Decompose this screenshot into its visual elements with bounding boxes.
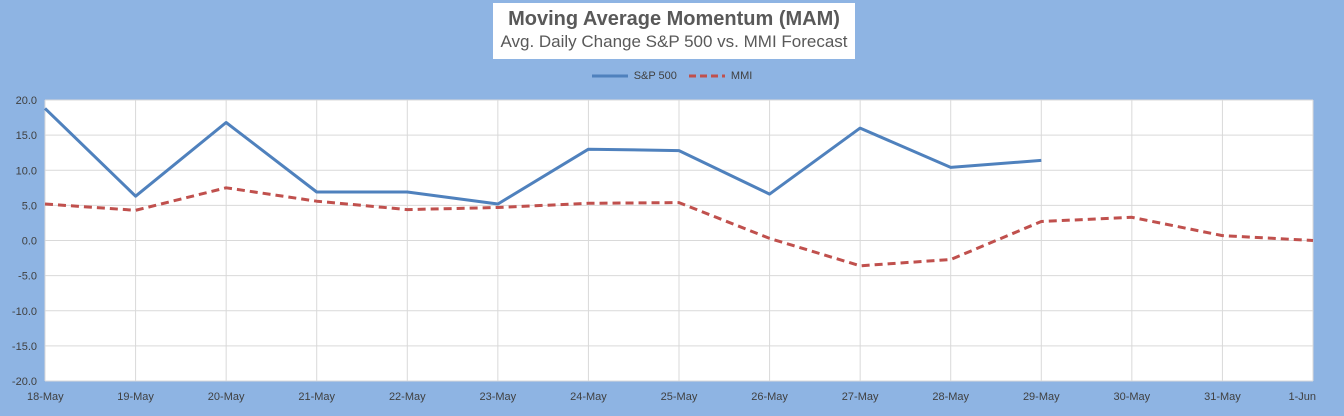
series-line-mmi [44, 186, 1314, 268]
x-tick-label: 29-May [1023, 391, 1060, 403]
y-tick-label: -20.0 [12, 376, 37, 388]
legend: S&P 500 MMI [0, 70, 1344, 82]
y-tick-label: 0.0 [22, 236, 37, 248]
y-tick-label: 15.0 [16, 130, 37, 142]
x-tick-label: 28-May [932, 391, 969, 403]
x-axis-ticks: 18-May 19-May 20-May 21-May 22-May 23-May 24-M… [27, 391, 1316, 403]
x-tick-label: 23-May [480, 391, 517, 403]
legend-item-sp500: S&P 500 [591, 70, 677, 82]
x-tick-label: 26-May [751, 391, 788, 403]
legend-swatch-mmi [688, 74, 725, 78]
x-tick-label: 31-May [1204, 391, 1241, 403]
y-tick-label: 5.0 [22, 200, 37, 212]
y-axis-ticks: 20.0 15.0 10.0 5.0 0.0 -5.0 -10.0 -15.0 -20.0 [12, 95, 37, 388]
x-tick-label: 20-May [208, 391, 245, 403]
x-tick-label: 24-May [570, 391, 607, 403]
x-tick-label: 1-Jun [1288, 391, 1316, 403]
legend-label-sp500: S&P 500 [633, 70, 677, 82]
chart-title: Moving Average Momentum (MAM) [508, 8, 840, 30]
legend-label-mmi: MMI [730, 70, 753, 82]
series-line-sp500 [43, 107, 1042, 206]
chart-title-box: Moving Average Momentum (MAM) Avg. Daily… [493, 3, 855, 59]
y-tick-label: -10.0 [12, 306, 37, 318]
series-lines [43, 107, 1314, 268]
x-tick-label: 19-May [117, 391, 154, 403]
y-tick-label: 20.0 [16, 95, 37, 107]
x-tick-label: 22-May [389, 391, 426, 403]
legend-swatch-sp500 [591, 74, 628, 78]
x-tick-label: 21-May [298, 391, 335, 403]
x-tick-label: 30-May [1114, 391, 1151, 403]
y-tick-label: 10.0 [16, 165, 37, 177]
x-tick-label: 18-May [27, 391, 64, 403]
y-tick-label: -5.0 [18, 271, 37, 283]
y-tick-label: -15.0 [12, 341, 37, 353]
legend-item-mmi: MMI [688, 70, 753, 82]
x-tick-label: 25-May [661, 391, 698, 403]
chart-subtitle: Avg. Daily Change S&P 500 vs. MMI Foreca… [500, 32, 848, 51]
x-tick-label: 27-May [842, 391, 879, 403]
